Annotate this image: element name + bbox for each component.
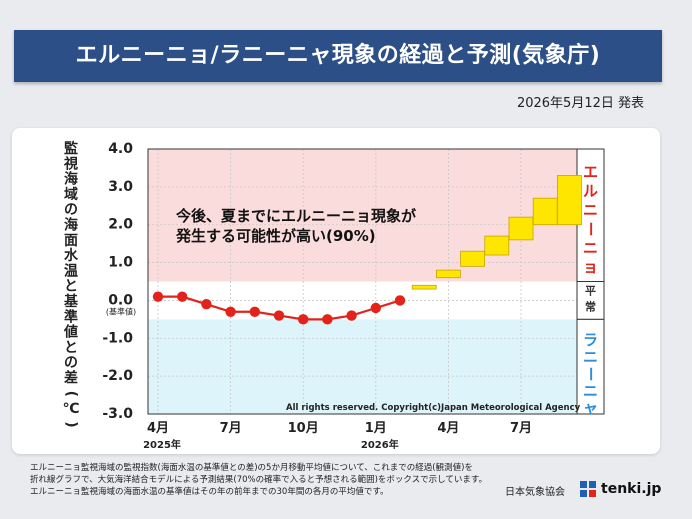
- el-nino-label-char: ニ: [583, 201, 598, 219]
- tenki-logo-icon: [580, 481, 596, 497]
- observed-point: [225, 306, 236, 317]
- normal-label-char: 常: [585, 300, 596, 314]
- chart-card: エルニーニョ平常ラニーニャ 4.0 3.0 2.0 1.0 0.0 -1.0 -2.0 -3.0…: [12, 128, 660, 454]
- forecast-box: [411, 284, 437, 290]
- annotation-text: 今後、夏までにエルニーニョ現象が: [175, 207, 417, 225]
- observed-point: [273, 310, 285, 321]
- el-nino-label-char: ニ: [583, 239, 598, 257]
- el-nino-label-char: ル: [583, 182, 598, 200]
- el-nino-label-char: ー: [582, 221, 600, 236]
- la-nina-label-char: ラ: [583, 331, 598, 349]
- footer-line: エルニーニョ監視海域の海面水温の基準値はその年の前年までの30年間の各月の平均値…: [30, 487, 389, 497]
- la-nina-label-box: [576, 318, 605, 415]
- la-nina-region: [148, 319, 577, 414]
- observed-point: [177, 291, 188, 302]
- y-axis-label-char: 値: [63, 324, 78, 341]
- x-tick-label: 4月: [437, 421, 459, 436]
- el-nino-region: [148, 149, 577, 282]
- y-axis-label-char: ): [63, 421, 79, 427]
- el-nino-label-char: ョ: [583, 258, 598, 276]
- baseline-label: (基準値): [106, 306, 136, 316]
- x-year-label: 2025年: [143, 438, 181, 451]
- observed-point: [346, 310, 357, 321]
- x-tick-label: 1月: [365, 421, 387, 436]
- observed-point: [322, 314, 333, 325]
- y-axis-label-char: 差: [64, 370, 78, 387]
- y-tick-label: 4.0: [108, 141, 133, 157]
- footer-line: エルニーニョ監視海域の監視指数(海面水温の基準値との差)の5か月移動平均値につい…: [30, 463, 473, 473]
- x-tick-label: 7月: [220, 421, 242, 436]
- y-axis-label-char: 温: [64, 263, 78, 279]
- y-axis-label-char: の: [64, 355, 78, 371]
- footer-note: エルニーニョ監視海域の監視指数(海面水温の基準値との差)の5か月移動平均値につい…: [30, 462, 510, 498]
- plot-frame: [147, 148, 578, 415]
- header-banner: エルニーニョ/ラニーニャ現象の経過と予測(気象庁): [14, 30, 662, 82]
- el-nino-chart: エルニーニョ平常ラニーニャ4.03.02.01.00.0-1.0-2.0-3.0…: [63, 140, 605, 451]
- y-axis-label-char: 域: [64, 186, 78, 203]
- y-axis-label-char: 監: [64, 140, 78, 157]
- el-nino-label-char: エ: [583, 163, 598, 181]
- y-axis-label-char: 基: [64, 293, 79, 310]
- y-axis-label-char: 面: [64, 233, 78, 249]
- la-nina-label-char: ー: [582, 366, 600, 381]
- observed-point: [394, 295, 406, 306]
- y-axis-label-char: 視: [63, 155, 78, 172]
- page-title: エルニーニョ/ラニーニャ現象の経過と予測(気象庁): [75, 43, 601, 68]
- copyright-text: All rights reserved. Copyright(c)Japan M…: [286, 403, 581, 413]
- y-axis-label-char: 海: [64, 217, 78, 234]
- x-year-label: 2026年: [361, 438, 399, 451]
- x-tick-label: 10月: [288, 421, 319, 436]
- tenki-logo[interactable]: tenki.jp: [578, 479, 661, 499]
- announcement-date: 2026年5月12日 発表: [516, 96, 644, 111]
- y-tick-label: 1.0: [108, 255, 133, 271]
- y-tick-label: -2.0: [102, 368, 133, 384]
- observed-point: [249, 306, 260, 317]
- la-nina-label-char: ャ: [583, 399, 598, 417]
- organization-name: 日本気象協会: [505, 487, 565, 498]
- observed-point: [298, 314, 309, 325]
- observed-point: [370, 302, 381, 314]
- forecast-box: [484, 235, 510, 256]
- logo-text: tenki.jp: [601, 481, 662, 497]
- annotation-text: 発生する可能性が高い(90%): [175, 227, 376, 245]
- y-tick-label: 2.0: [108, 217, 133, 233]
- y-axis-label-char: と: [64, 340, 78, 356]
- forecast-box: [532, 197, 558, 226]
- y-tick-label: 0.0: [108, 292, 133, 308]
- forecast-box: [508, 216, 534, 241]
- y-axis-label-char: 海: [64, 171, 78, 188]
- forecast-box: [435, 269, 461, 279]
- y-tick-label: 3.0: [108, 179, 133, 195]
- y-axis-label-char: (: [63, 391, 79, 397]
- y-axis-label-char: の: [64, 202, 78, 218]
- y-axis-label-char: と: [64, 279, 78, 295]
- x-tick-label: 7月: [510, 421, 532, 436]
- y-axis-label-char: 準: [64, 308, 78, 325]
- la-nina-label-char: ニ: [583, 382, 598, 400]
- forecast-box: [460, 250, 486, 267]
- y-axis-label-char: ℃: [63, 401, 80, 417]
- normal-label-char: 平: [585, 285, 596, 298]
- y-axis-label-char: 水: [64, 247, 79, 264]
- footer-line: 折れ線グラフで、大気海洋結合モデルによる予測結果(70%の確率で入ると予想される…: [30, 475, 488, 485]
- y-tick-label: -1.0: [102, 330, 133, 346]
- la-nina-label-char: ニ: [583, 348, 598, 366]
- observed-point: [201, 299, 212, 310]
- forecast-box: [557, 175, 582, 226]
- observed-point: [152, 291, 164, 302]
- y-tick-label: -3.0: [102, 406, 133, 422]
- x-tick-label: 4月: [147, 421, 169, 436]
